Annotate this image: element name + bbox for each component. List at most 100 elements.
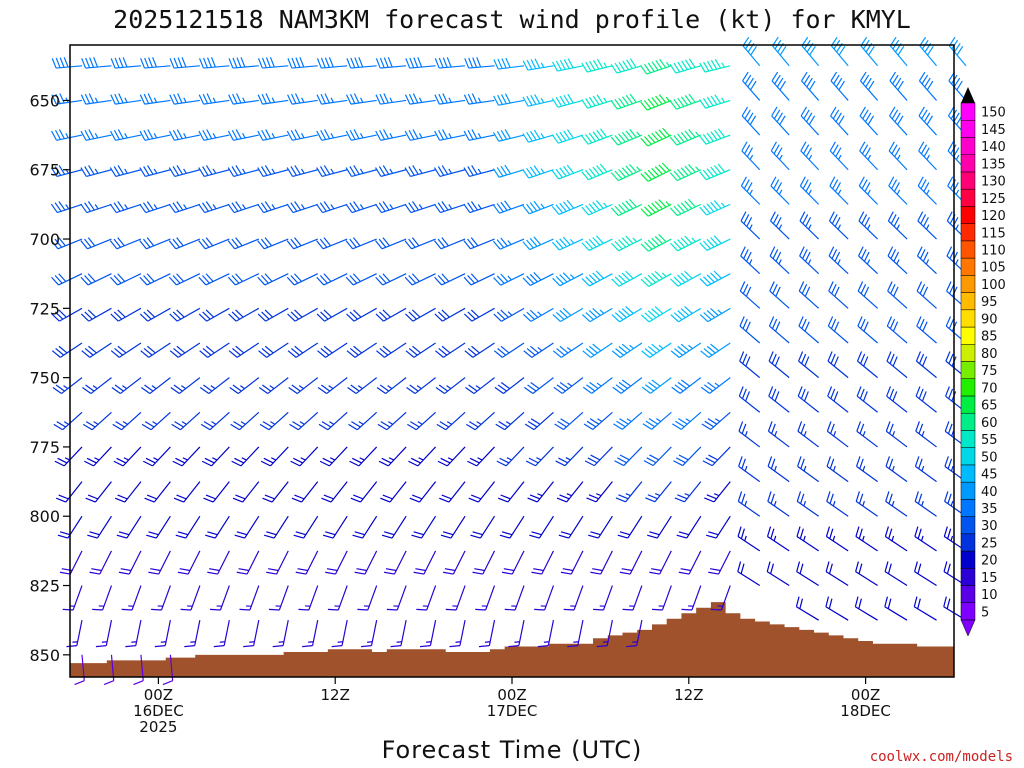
wind-barb	[463, 273, 495, 286]
wind-barb	[139, 129, 171, 141]
colorbar-cell	[960, 292, 976, 311]
wind-barb	[319, 446, 348, 467]
wind-barb	[287, 307, 319, 322]
wind-barb	[151, 585, 171, 611]
wind-barb	[80, 273, 112, 286]
colorbar-label: 10	[981, 588, 998, 603]
colorbar-cell	[960, 361, 976, 379]
wind-barb	[771, 106, 790, 136]
wind-barb	[316, 93, 348, 105]
wind-barb	[110, 57, 141, 69]
wind-barb	[856, 386, 878, 413]
wind-barb	[700, 377, 731, 394]
credit-link[interactable]: coolwx.com/models	[870, 749, 1013, 765]
wind-barb	[699, 94, 731, 109]
wind-barb	[442, 550, 466, 575]
wind-barb	[180, 585, 201, 611]
wind-barb	[523, 342, 554, 358]
wind-barb	[375, 307, 407, 322]
wind-barb	[125, 620, 142, 648]
wind-barb	[466, 411, 495, 431]
wind-barb	[669, 93, 702, 110]
wind-barb	[404, 273, 436, 286]
y-tick-label: 675	[29, 161, 60, 180]
wind-barb	[551, 93, 584, 108]
wind-barb	[830, 106, 849, 136]
wind-barb	[915, 386, 937, 413]
wind-barb	[109, 237, 142, 250]
wind-barb	[258, 377, 289, 395]
wind-barb	[80, 201, 112, 214]
wind-barb	[798, 281, 820, 309]
wind-barb	[916, 316, 937, 344]
x-tick-label: 12Z	[321, 686, 350, 704]
wind-barb	[643, 446, 672, 467]
wind-barb	[888, 176, 908, 205]
wind-barb	[198, 307, 230, 322]
wind-barb	[504, 585, 525, 611]
colorbar-label: 140	[981, 140, 1006, 155]
wind-barb	[168, 129, 200, 141]
wind-barb	[352, 515, 378, 539]
wind-barb	[89, 550, 113, 575]
wind-barb	[915, 351, 937, 379]
wind-barb	[316, 129, 348, 141]
wind-barb	[855, 491, 878, 517]
wind-barb	[699, 128, 731, 145]
wind-barb	[825, 596, 849, 621]
x-tick-label: 00Z	[144, 686, 173, 704]
wind-barb	[887, 246, 908, 275]
wind-barb	[317, 377, 348, 395]
wind-barb	[918, 71, 937, 101]
wind-barb	[771, 71, 790, 101]
wind-barb	[82, 377, 112, 395]
wind-barb	[272, 620, 289, 648]
colorbar-label: 45	[981, 468, 998, 483]
wind-barb	[799, 176, 820, 205]
wind-barb	[551, 164, 584, 180]
wind-barb	[201, 446, 230, 467]
wind-barb	[268, 585, 289, 611]
wind-barb	[590, 550, 613, 575]
wind-barb	[348, 411, 378, 431]
wind-barb	[770, 176, 790, 205]
colorbar-cell	[960, 102, 976, 121]
wind-barb	[228, 93, 259, 105]
wind-barb	[92, 585, 113, 611]
wind-barb	[917, 176, 937, 205]
colorbar-cell	[960, 309, 976, 328]
wind-barb	[95, 620, 113, 648]
wind-barb	[887, 211, 908, 240]
wind-barb	[407, 411, 437, 431]
wind-barb	[884, 561, 908, 587]
wind-barb	[345, 129, 377, 141]
y-tick-label: 700	[29, 230, 60, 249]
wind-barb	[493, 307, 525, 322]
x-tick-label: 00Z	[851, 686, 880, 704]
wind-barb	[858, 176, 879, 205]
wind-barb	[699, 58, 731, 73]
wind-barb	[669, 198, 702, 217]
wind-barb	[346, 342, 377, 358]
wind-barb	[799, 211, 820, 240]
wind-barb	[768, 386, 790, 413]
wind-barb	[826, 421, 849, 448]
wind-barb	[522, 236, 554, 251]
wind-barb	[581, 270, 613, 287]
wind-barb	[434, 342, 466, 358]
wind-barb	[293, 515, 319, 539]
wind-barb	[501, 550, 525, 575]
wind-barb	[154, 620, 171, 648]
wind-barb	[316, 273, 348, 286]
wind-barb	[647, 515, 672, 539]
wind-barb	[200, 411, 230, 431]
wind-barb	[121, 585, 142, 611]
wind-barb	[257, 129, 289, 141]
colorbar-label: 50	[981, 450, 998, 465]
wind-barb	[140, 377, 171, 395]
colorbar-label: 60	[981, 416, 998, 431]
wind-barb	[553, 377, 584, 394]
wind-barb	[640, 199, 672, 217]
wind-barb	[467, 446, 495, 467]
